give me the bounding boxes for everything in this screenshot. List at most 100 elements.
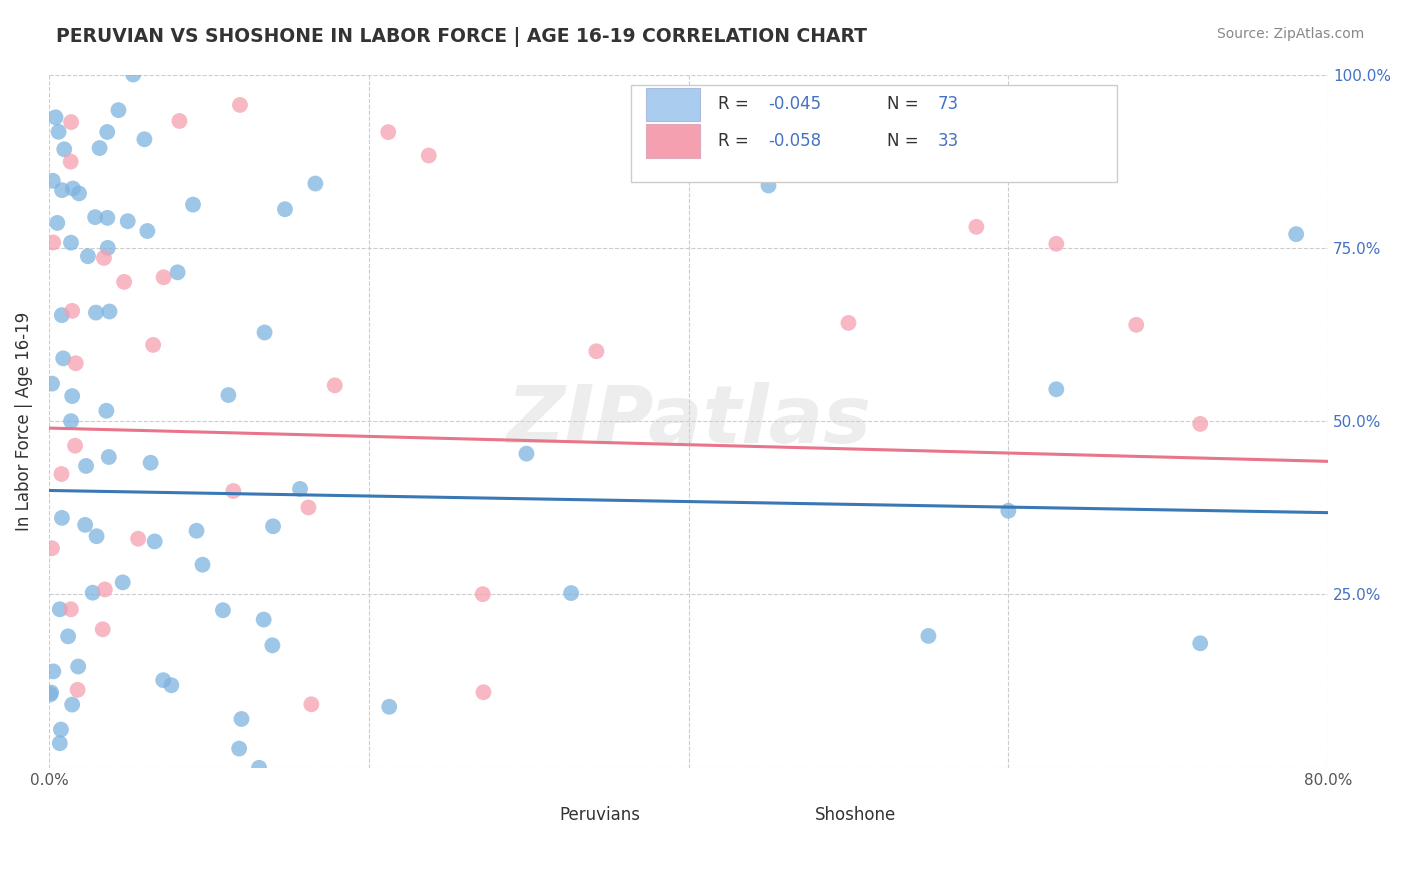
Point (107, 103, 129, 117)
Point (60, 414, 83, 428)
Point (51, 511, 73, 525)
Point (96, 211, 118, 225)
Point (96, 403, 118, 417)
Point (965, 219, 987, 234)
Point (59, 154, 82, 169)
Point (585, 344, 607, 359)
Point (560, 586, 582, 600)
Point (60, 389, 83, 403)
Point (1045, 382, 1067, 396)
Point (49, 602, 72, 616)
Point (181, 197, 204, 211)
Point (136, 224, 159, 238)
Y-axis label: In Labor Force | Age 16-19: In Labor Force | Age 16-19 (15, 311, 32, 531)
Point (97, 450, 120, 464)
FancyBboxPatch shape (503, 804, 544, 826)
Text: Source: ZipAtlas.com: Source: ZipAtlas.com (1216, 27, 1364, 41)
Point (75, 517, 97, 532)
Point (49, 723, 72, 737)
Point (169, 114, 191, 128)
FancyBboxPatch shape (647, 87, 700, 121)
Point (59, 602, 82, 616)
Point (997, 504, 1019, 518)
Point (63, 439, 86, 453)
Point (86, 529, 108, 543)
Point (94, 582, 117, 597)
Point (45, 111, 67, 125)
Point (117, 214, 139, 228)
Point (222, 483, 245, 498)
Point (59, 235, 82, 250)
Text: R =: R = (718, 95, 754, 113)
Point (60, 698, 83, 712)
Point (274, 202, 297, 217)
Point (166, 265, 188, 279)
Point (97, 241, 120, 255)
Point (89, 141, 111, 155)
Point (1125, 318, 1147, 332)
Point (65, 356, 87, 370)
Point (152, 270, 174, 285)
Point (134, 132, 156, 146)
Text: N =: N = (887, 95, 924, 113)
Point (122, 68, 145, 82)
Text: -0.058: -0.058 (768, 132, 821, 150)
Point (160, 678, 183, 692)
Point (67, 659, 90, 673)
Point (231, 712, 253, 726)
Point (186, 524, 208, 538)
Point (42, 235, 65, 250)
Text: PERUVIAN VS SHOSHONE IN LABOR FORCE | AGE 16-19 CORRELATION CHART: PERUVIAN VS SHOSHONE IN LABOR FORCE | AG… (56, 27, 868, 46)
Point (299, 698, 322, 712)
Point (53, 142, 76, 156)
Point (1045, 236, 1067, 251)
Point (515, 447, 537, 461)
Point (96, 125, 118, 139)
Point (112, 275, 135, 289)
Point (288, 482, 311, 496)
Point (758, 178, 780, 193)
Point (75, 458, 97, 473)
Point (228, 741, 250, 756)
Point (378, 699, 401, 714)
Text: Shoshone: Shoshone (815, 805, 897, 824)
Point (91, 622, 114, 636)
Point (418, 148, 440, 162)
Point (60, 115, 83, 129)
Point (1285, 227, 1308, 241)
Point (42, 665, 65, 679)
Point (139, 456, 162, 470)
Point (217, 388, 239, 402)
Text: N =: N = (887, 132, 924, 150)
Point (62, 181, 84, 195)
FancyBboxPatch shape (759, 804, 800, 826)
Point (111, 575, 134, 590)
Point (917, 629, 939, 643)
Point (52, 351, 75, 366)
Point (1189, 417, 1212, 431)
Point (142, 338, 165, 352)
Point (60, 304, 83, 318)
Point (84, 305, 107, 319)
Point (49, 736, 72, 750)
Point (143, 534, 166, 549)
Point (51, 308, 73, 322)
Point (48, 125, 70, 139)
Point (837, 316, 859, 330)
Point (127, 532, 149, 546)
Text: 73: 73 (938, 95, 959, 113)
Point (191, 558, 214, 572)
Point (66, 682, 89, 697)
Point (253, 326, 276, 340)
Point (56, 629, 79, 643)
Point (46, 216, 69, 230)
Point (77, 249, 100, 263)
Text: -0.045: -0.045 (768, 95, 821, 113)
Text: 33: 33 (938, 132, 959, 150)
Point (93, 251, 115, 265)
Point (41, 376, 63, 391)
Point (51, 183, 73, 197)
Point (297, 500, 319, 515)
Point (98, 304, 121, 318)
Point (247, 761, 270, 775)
